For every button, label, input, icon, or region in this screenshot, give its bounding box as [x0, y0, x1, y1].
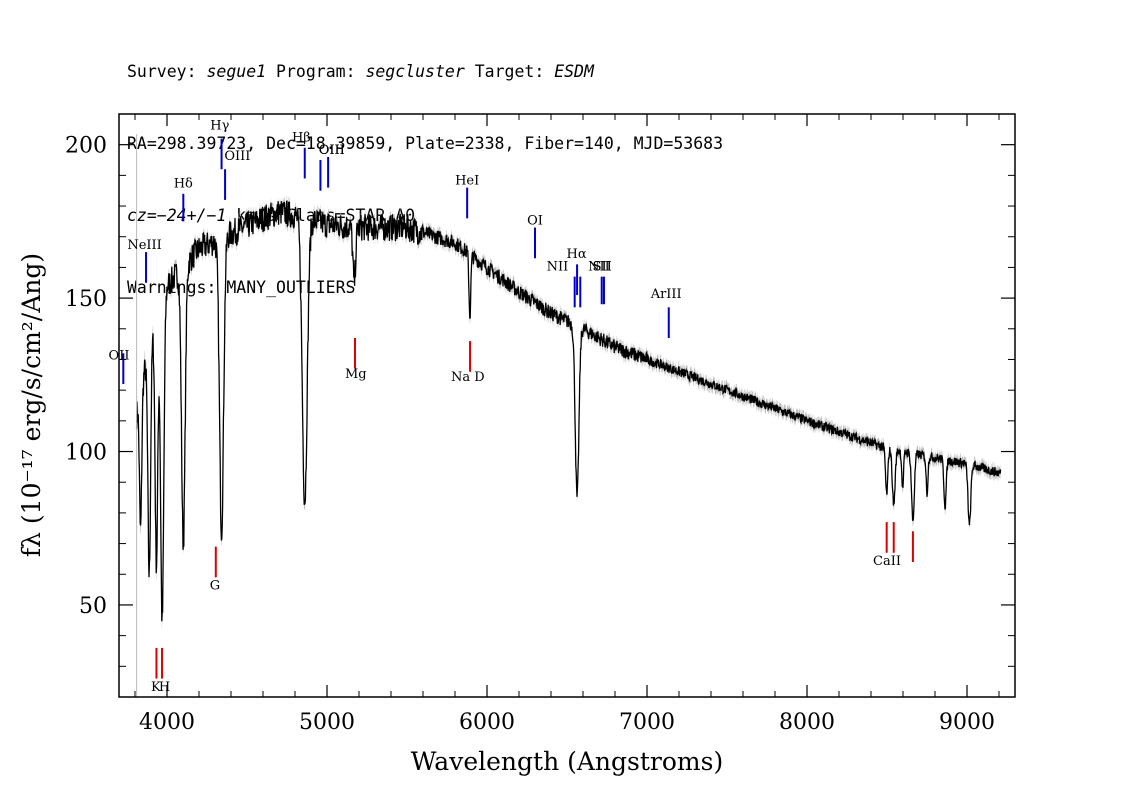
emission-line-label: HeI	[455, 174, 479, 189]
y-axis-title: fλ (10⁻¹⁷ erg/s/cm²/Ang)	[17, 253, 46, 557]
x-tick-label: 4000	[139, 710, 195, 735]
spectrum-line	[135, 200, 1002, 622]
emission-line-label: Hα	[567, 247, 587, 262]
absorption-line-label: G	[210, 579, 220, 594]
y-tick-label: 200	[65, 134, 107, 159]
emission-line-label: Hβ	[292, 131, 311, 146]
header-line-coordinates: RA=298.39723, Dec=18.39859, Plate=2338, …	[127, 134, 724, 153]
emission-line-label: NII	[547, 259, 569, 274]
x-tick-label: 8000	[779, 710, 835, 735]
emission-line-label: Hγ	[210, 118, 229, 133]
x-axis-title: Wavelength (Angstroms)	[411, 747, 723, 776]
survey-name: segue1	[206, 62, 267, 81]
y-tick-label: 150	[65, 287, 107, 312]
absorption-line-label: Mg	[345, 367, 367, 382]
redshift-value: cz=−24+/−1	[127, 206, 227, 225]
y-tick-label: 50	[79, 594, 107, 619]
emission-line-label: NeIII	[127, 238, 161, 253]
emission-line-label: OIII	[319, 143, 345, 158]
emission-line-label: OI	[527, 213, 543, 228]
program-name: segcluster	[365, 62, 465, 81]
plot-marks	[122, 134, 1002, 697]
x-tick-label: 6000	[459, 710, 515, 735]
target-name: ESDM	[554, 62, 594, 81]
absorption-line-label: H	[159, 680, 170, 695]
emission-line-label: SII	[593, 259, 612, 274]
emission-line-label: OIII	[319, 143, 345, 158]
header-line-survey: Survey: segue1 Program: segcluster Targe…	[127, 62, 594, 81]
plot-frame	[118, 113, 1016, 698]
emission-line-label: NII	[588, 259, 610, 274]
plot-axes: 4000 5000 6000 7000 8000 9000 50 100 150 200	[65, 113, 1016, 735]
x-tick-label: 7000	[619, 710, 675, 735]
absorption-line-label: CaII	[873, 554, 901, 569]
absorption-line-label: Na D	[451, 370, 485, 385]
line-labels: OIINeIIIHδHγOIIIHβOIIIOIIIHeIOINIIHαNIIS…	[109, 118, 901, 695]
emission-line-label: SII	[593, 259, 612, 274]
x-tick-label: 9000	[939, 710, 995, 735]
emission-line-label: OIII	[224, 149, 250, 164]
absorption-line-label: K	[151, 680, 161, 695]
emission-line-label: ArIII	[650, 287, 682, 302]
x-tick-label: 5000	[299, 710, 355, 735]
y-tick-label: 100	[65, 441, 107, 466]
emission-line-label: Hδ	[174, 177, 193, 192]
